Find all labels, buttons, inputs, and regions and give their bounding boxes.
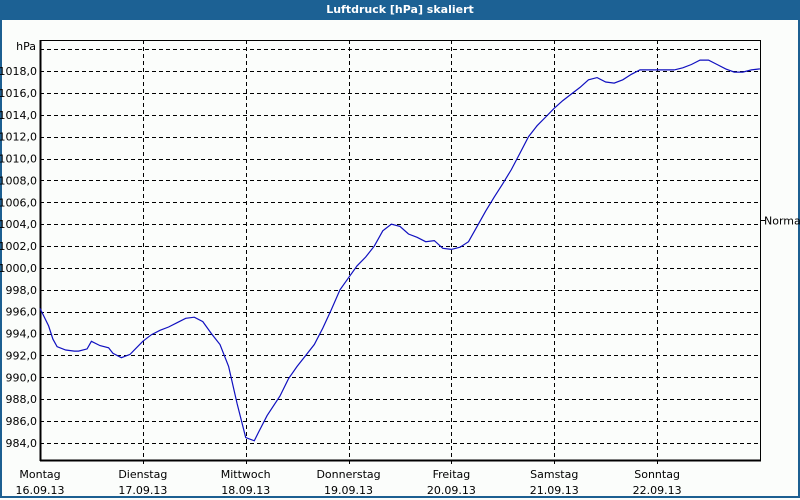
- y-tick-label: 1006,0: [0, 196, 37, 209]
- y-tick-label: 1018,0: [0, 65, 37, 78]
- axes: [39, 40, 761, 462]
- y-axis-tick-labels: 1018,0 1016,0 1014,0 1012,0 1010,0 1008,0 1006…: [0, 65, 37, 450]
- y-tick-label: 988,0: [6, 393, 38, 406]
- y-tick-label: 1012,0: [0, 131, 37, 144]
- x-tick-date-label: 17.09.13: [118, 484, 167, 497]
- y-tick-label: 996,0: [6, 306, 38, 319]
- y-tick-label: 1002,0: [0, 240, 37, 253]
- y-tick-label: 994,0: [6, 328, 38, 341]
- x-tick-date-label: 19.09.13: [324, 484, 373, 497]
- y-tick-label: 1008,0: [0, 174, 37, 187]
- plot-frame: [40, 40, 761, 461]
- y-axis-unit-label: hPa: [16, 40, 36, 53]
- y-tick-label: 1004,0: [0, 218, 37, 231]
- x-tick-day-label: Sonntag: [634, 468, 680, 481]
- grid-lines: [40, 40, 760, 464]
- y-tick-label: 992,0: [6, 349, 38, 362]
- x-axis-tick-labels: Montag 16.09.13 Dienstag 17.09.13 Mittwoch 18…: [16, 468, 682, 497]
- normal-reference-marker: Normal: [761, 215, 800, 228]
- x-tick-day-label: Donnerstag: [316, 468, 380, 481]
- x-tick-day-label: Samstag: [530, 468, 578, 481]
- x-tick-day-label: Mittwoch: [221, 468, 271, 481]
- x-tick-day-label: Dienstag: [118, 468, 167, 481]
- y-tick-label: 1014,0: [0, 109, 37, 122]
- x-tick-date-label: 21.09.13: [530, 484, 579, 497]
- x-tick-day-label: Montag: [19, 468, 60, 481]
- x-tick-date-label: 18.09.13: [221, 484, 270, 497]
- y-tick-label: 998,0: [6, 284, 38, 297]
- normal-label: Normal: [764, 215, 800, 228]
- x-tick-date-label: 22.09.13: [633, 484, 682, 497]
- window-title: Luftdruck [hPa] skaliert: [0, 0, 800, 20]
- y-tick-label: 1016,0: [0, 87, 37, 100]
- y-tick-label: 1010,0: [0, 153, 37, 166]
- x-tick-date-label: 20.09.13: [427, 484, 476, 497]
- y-tick-label: 984,0: [6, 437, 38, 450]
- pressure-line: [39, 59, 760, 442]
- x-tick-day-label: Freitag: [433, 468, 471, 481]
- x-tick-date-label: 16.09.13: [16, 484, 65, 497]
- y-tick-label: 1000,0: [0, 262, 37, 275]
- y-tick-label: 986,0: [6, 415, 38, 428]
- y-tick-label: 990,0: [6, 371, 38, 384]
